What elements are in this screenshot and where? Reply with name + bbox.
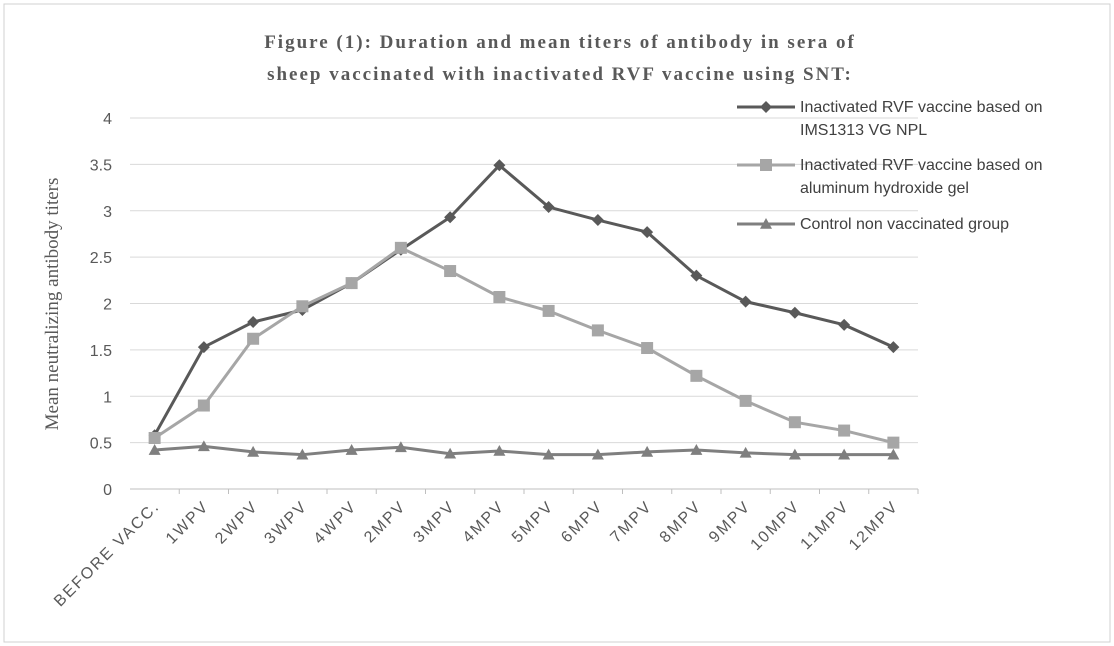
marker (345, 444, 358, 455)
marker (493, 291, 506, 304)
y-tick-label: 2 (103, 297, 112, 314)
marker (247, 332, 260, 345)
marker (444, 211, 457, 224)
marker (296, 448, 309, 460)
marker (788, 306, 801, 319)
marker (394, 441, 407, 453)
marker (148, 444, 161, 455)
chart-title: Figure (1): Duration and mean titers of … (264, 32, 856, 53)
marker (542, 304, 555, 317)
marker (247, 316, 260, 329)
y-tick-label: 1 (103, 389, 112, 406)
marker (760, 159, 772, 171)
legend-label: Control non vaccinated group (800, 216, 1010, 233)
marker (542, 448, 555, 460)
series-line (153, 163, 894, 436)
marker (247, 445, 260, 457)
marker (641, 445, 654, 457)
legend-label: Inactivated RVF vaccine based on aluminu… (800, 157, 1043, 197)
marker (690, 369, 703, 382)
marker (838, 448, 851, 460)
marker (690, 444, 703, 455)
marker (591, 214, 604, 227)
marker (739, 394, 752, 407)
y-tick-label: 1.5 (90, 343, 112, 360)
series-line (154, 444, 894, 457)
y-tick-label: 0.5 (90, 436, 112, 453)
marker (493, 159, 506, 172)
series-line (153, 246, 894, 445)
marker (887, 436, 900, 449)
marker (641, 342, 654, 355)
marker (444, 447, 457, 459)
marker (591, 448, 604, 460)
marker (739, 295, 752, 308)
marker (838, 318, 851, 331)
marker (345, 277, 358, 290)
marker (148, 431, 161, 444)
y-tick-label: 3 (103, 204, 112, 221)
marker (760, 218, 772, 229)
chart-title: sheep vaccinated with inactivated RVF va… (267, 64, 853, 85)
marker (788, 416, 801, 429)
marker (444, 265, 457, 278)
marker (542, 201, 555, 214)
y-tick-label: 2.5 (90, 250, 112, 267)
y-tick-label: 3.5 (90, 157, 112, 174)
marker (591, 324, 604, 337)
marker (887, 448, 900, 460)
marker (197, 440, 210, 452)
marker (690, 269, 703, 282)
marker (788, 448, 801, 460)
y-axis-label: Mean neutralizing antibody titers (42, 178, 63, 431)
marker (296, 300, 309, 313)
marker (760, 101, 772, 113)
y-tick-label: 4 (103, 111, 112, 128)
border (3, 3, 1111, 643)
marker (838, 424, 851, 437)
marker (887, 341, 900, 354)
marker (493, 444, 506, 456)
marker (197, 341, 210, 354)
marker (739, 446, 752, 458)
y-tick-label: 0 (103, 482, 112, 499)
marker (641, 226, 654, 239)
marker (394, 241, 407, 254)
legend-label: Inactivated RVF vaccine based on IMS1313… (800, 99, 1043, 139)
marker (197, 399, 210, 412)
